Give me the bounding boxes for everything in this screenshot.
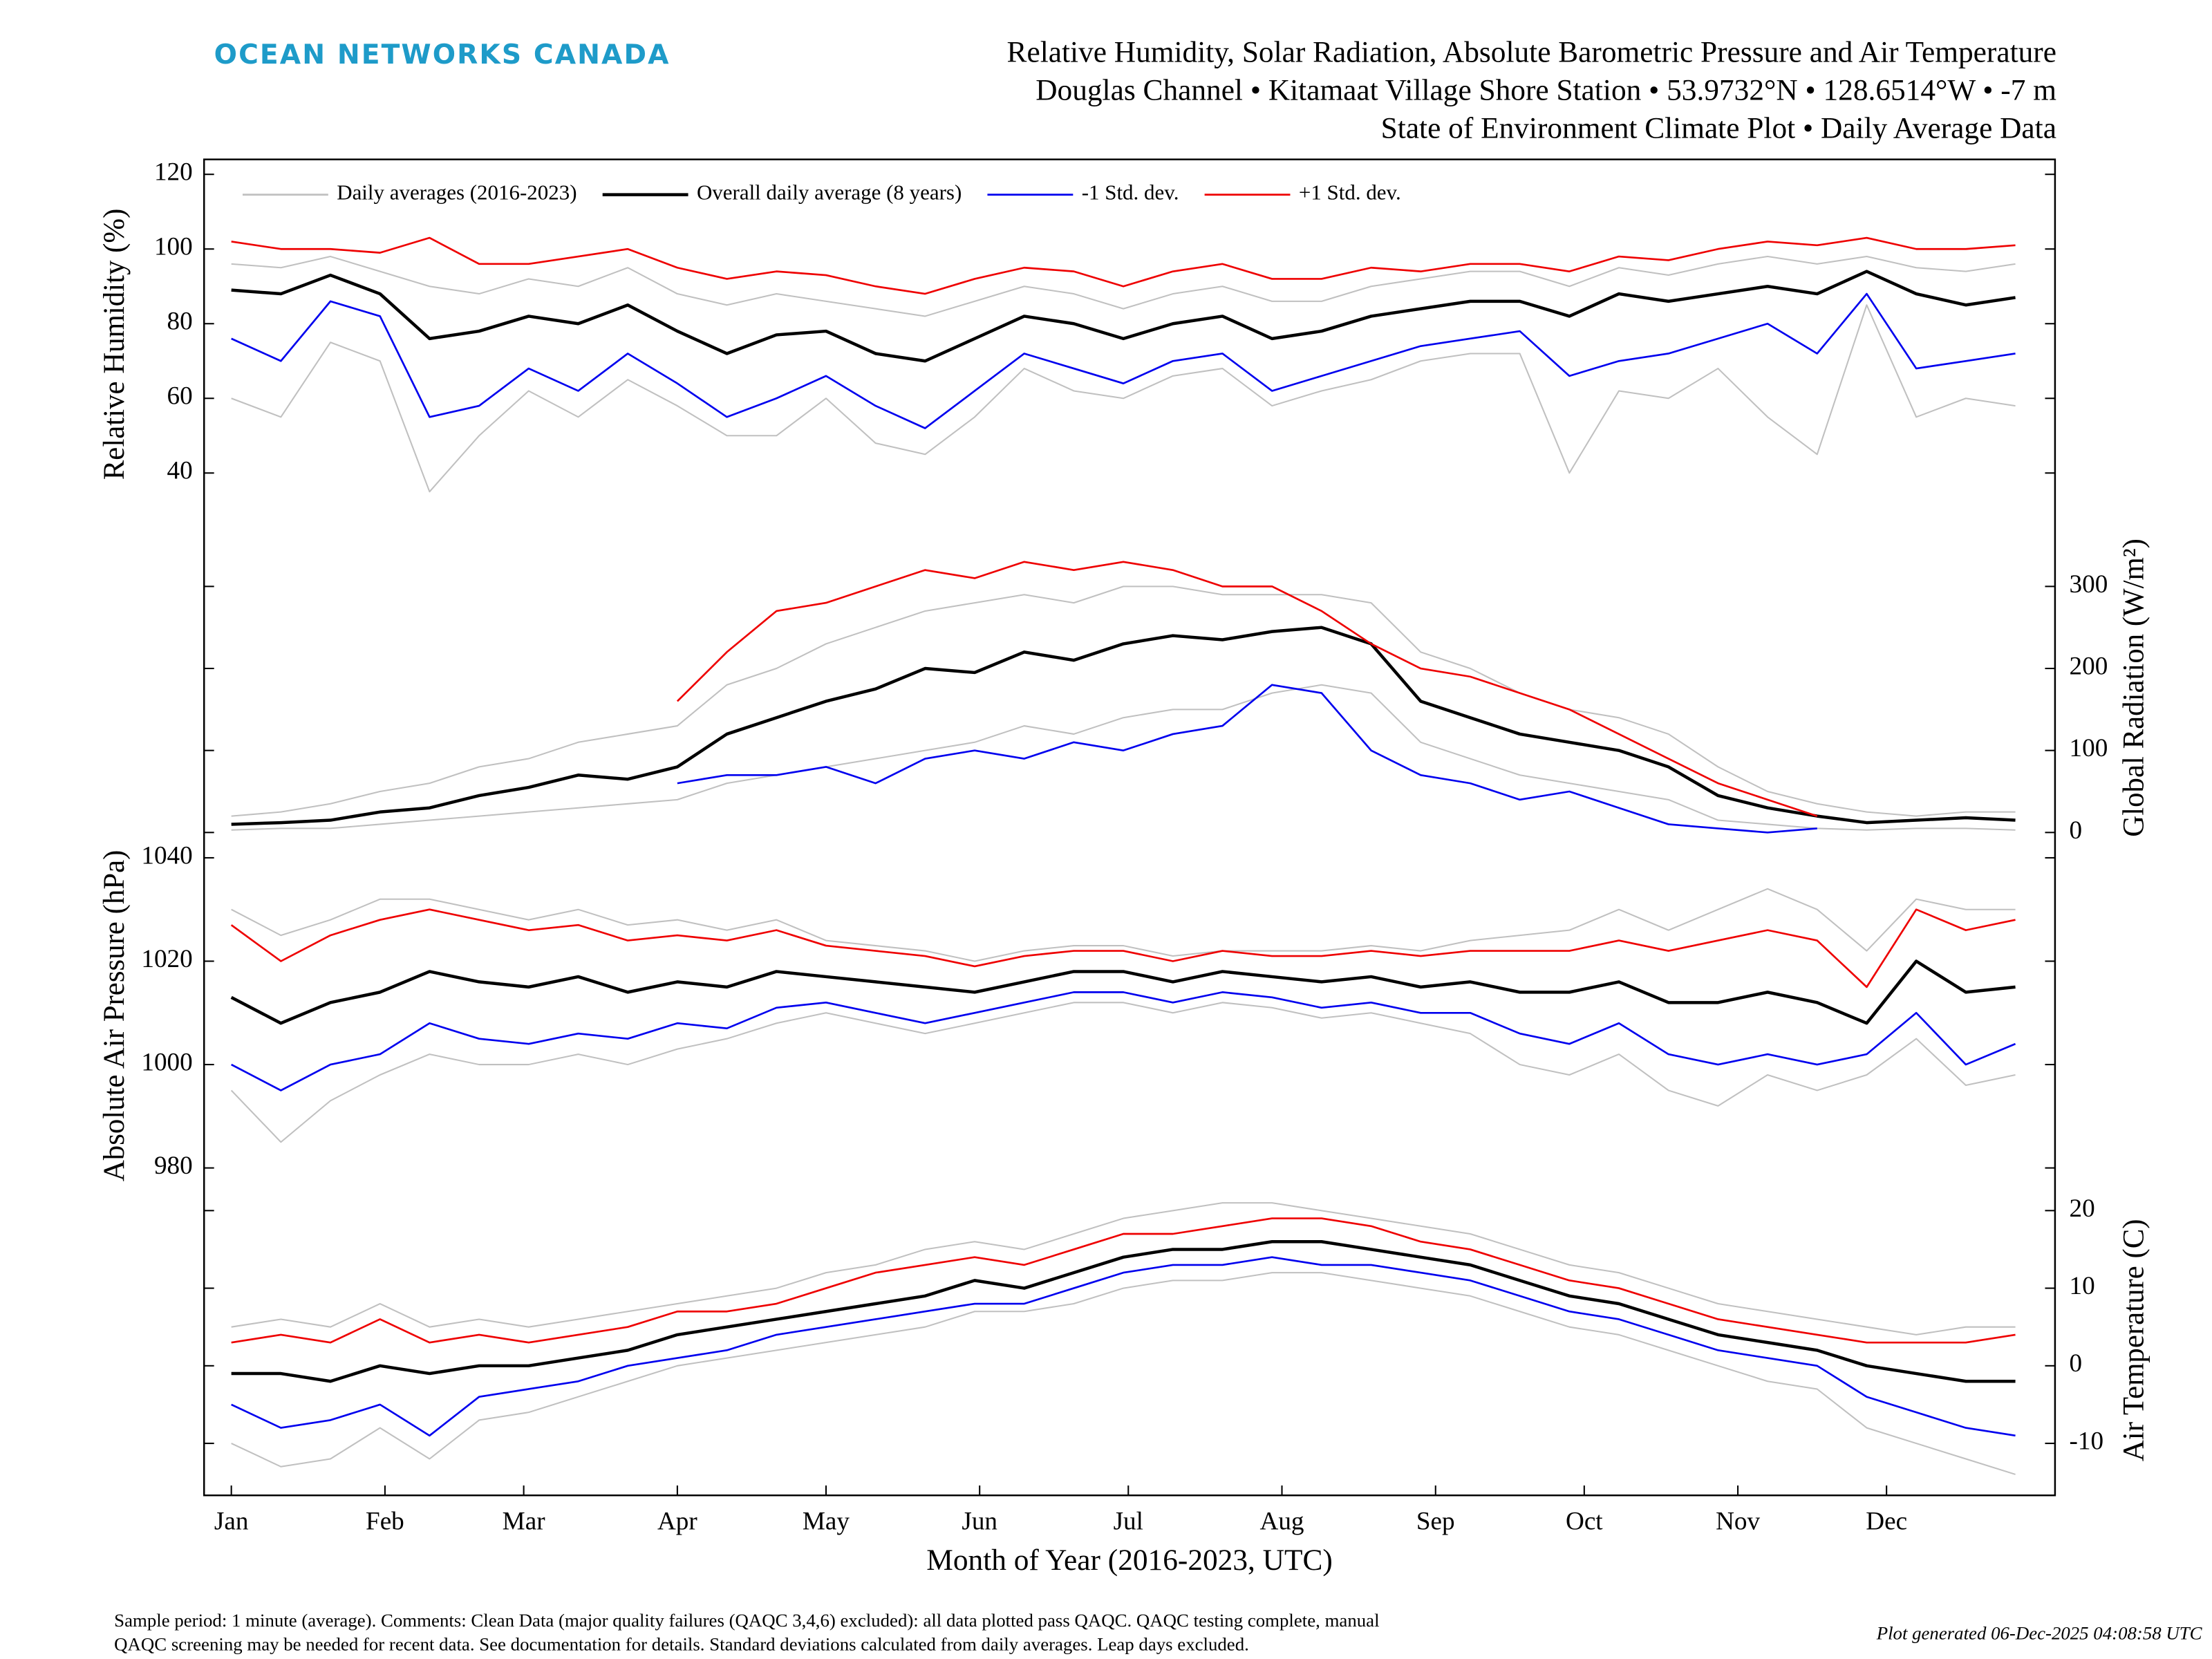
y-tick-label: 1000	[141, 1048, 192, 1076]
plot-area	[204, 159, 2055, 1496]
series-line	[231, 1239, 2016, 1383]
x-tick-label: Feb	[366, 1507, 404, 1535]
legend-label: Daily averages (2016-2023)	[337, 181, 577, 205]
y-axis-label: Absolute Air Pressure (hPa)	[98, 850, 131, 1182]
y-tick-label: 0	[2070, 816, 2083, 844]
y-tick-label: 980	[154, 1151, 193, 1179]
series-line	[231, 236, 2016, 295]
series-line	[677, 684, 1817, 834]
series-line	[231, 270, 2016, 363]
y-axis-label: Global Radiation (W/m²)	[2117, 538, 2150, 837]
brand: OCEAN NETWORKS CANADA	[214, 39, 671, 71]
title-line: State of Environment Climate Plot • Dail…	[1381, 113, 2056, 145]
series-line	[231, 304, 2016, 493]
x-tick-label: Mar	[503, 1507, 545, 1535]
x-axis-label: Month of Year (2016-2023, UTC)	[926, 1544, 1332, 1577]
series-line	[676, 561, 1818, 817]
y-tick-label: 120	[154, 158, 193, 186]
series-line	[231, 888, 2016, 962]
legend-label: +1 Std. dev.	[1299, 181, 1401, 205]
series-line	[230, 959, 2016, 1025]
title-line: Relative Humidity, Solar Radiation, Abso…	[1007, 37, 2056, 69]
series-line	[230, 908, 2016, 988]
series-line	[231, 256, 2016, 317]
footer-note: Sample period: 1 minute (average). Comme…	[114, 1610, 1379, 1631]
series-line	[230, 1002, 2016, 1143]
series-line	[231, 991, 2016, 1091]
x-tick-label: Sep	[1416, 1507, 1455, 1535]
y-tick-label: 0	[2070, 1349, 2083, 1377]
axes-frame	[203, 158, 2056, 1497]
series-line	[231, 292, 2016, 429]
x-tick-label: Nov	[1716, 1507, 1761, 1535]
series-line	[231, 1217, 2016, 1344]
y-tick-label: 20	[2070, 1194, 2095, 1222]
generated-stamp: Plot generated 06-Dec-2025 04:08:58 UTC	[1876, 1623, 2203, 1644]
y-axis-label: Relative Humidity (%)	[98, 209, 131, 480]
y-tick-label: 40	[167, 456, 193, 485]
x-tick-label: Jun	[962, 1507, 997, 1535]
series-line	[231, 1256, 2016, 1437]
y-tick-label: 80	[167, 307, 193, 335]
plots: Jan Feb Mar Apr May Jun Jul Aug Sep Oct Nov Dec Mont…	[98, 158, 2150, 1577]
series-line	[231, 684, 2016, 831]
y-tick-label: 60	[167, 382, 193, 410]
series-line	[231, 1202, 2016, 1335]
legend-label: Overall daily average (8 years)	[697, 181, 962, 205]
x-tick-label: Aug	[1260, 1507, 1304, 1535]
y-tick-label: -10	[2070, 1427, 2104, 1455]
y-tick-label: 1040	[141, 841, 192, 870]
series-line	[231, 585, 2016, 817]
x-tick-label: Dec	[1866, 1507, 1907, 1535]
y-tick-label: 10	[2070, 1271, 2095, 1300]
y-tick-label: 100	[2070, 733, 2108, 762]
legend-label: -1 Std. dev.	[1082, 181, 1179, 205]
y-tick-label: 100	[154, 232, 193, 261]
x-tick-label: Jul	[1114, 1507, 1143, 1535]
y-tick-label: 1020	[141, 944, 192, 973]
title-line: Douglas Channel • Kitamaat Village Shore…	[1035, 75, 2056, 107]
y-tick-label: 200	[2070, 652, 2108, 680]
x-tick-label: Apr	[657, 1507, 697, 1535]
x-tick-label: May	[803, 1507, 850, 1535]
x-tick-label: Oct	[1566, 1507, 1603, 1535]
y-tick-label: 300	[2070, 570, 2108, 598]
y-axis-label: Air Temperature (C)	[2117, 1219, 2150, 1461]
x-tick-label: Jan	[214, 1507, 249, 1535]
series-line	[231, 626, 2016, 826]
footer-note: QAQC screening may be needed for recent …	[114, 1634, 1249, 1655]
series-line	[231, 1272, 2016, 1475]
